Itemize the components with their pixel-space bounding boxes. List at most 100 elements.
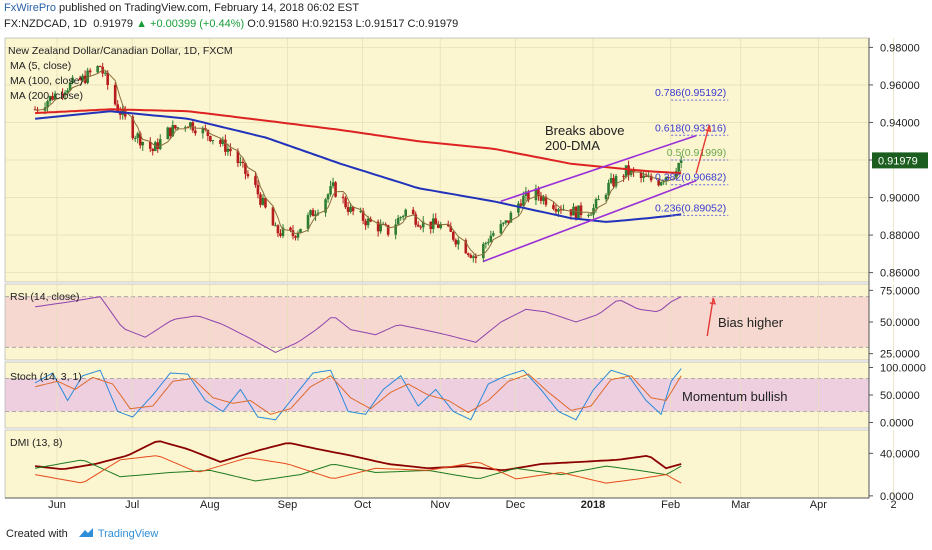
fib-label: 0.5(0.91999) <box>667 147 727 159</box>
candle-body <box>136 133 140 138</box>
candle-body <box>544 196 548 205</box>
candle-body <box>78 77 82 80</box>
candle-body <box>334 182 337 197</box>
stoch-y-tick-label: 100.0000 <box>880 363 926 375</box>
price-arrow-shaft <box>695 125 710 174</box>
candle-body <box>326 194 330 200</box>
candle-body <box>572 206 575 216</box>
x-tick-label: Feb <box>661 499 680 511</box>
dmi-minus-line <box>35 455 682 484</box>
fib-label: 0.618(0.93316) <box>655 122 726 134</box>
ma200-line <box>35 108 682 175</box>
rsi-arrow-shaft <box>706 297 714 337</box>
tradingview-link[interactable]: TradingView <box>97 528 159 540</box>
candle-body <box>261 197 265 205</box>
candle-body <box>349 206 352 212</box>
candle-body <box>647 175 650 177</box>
candle-body <box>384 224 387 226</box>
candle-body <box>597 199 600 201</box>
candle-body <box>632 170 635 173</box>
candle-body <box>469 255 473 258</box>
created-with-label: Created with <box>6 528 68 540</box>
tradingview-cloud-icon <box>78 528 93 537</box>
rsi-band <box>5 296 869 348</box>
last-price-tag <box>872 152 928 169</box>
stoch-d-line <box>34 373 682 415</box>
candle-body <box>451 231 455 240</box>
candle-body <box>281 227 285 236</box>
candle-body <box>431 218 435 229</box>
candle-body <box>68 82 72 91</box>
candle-body <box>482 244 485 259</box>
candle-body <box>396 218 400 225</box>
candle-body <box>434 218 438 225</box>
candle-body <box>209 135 212 142</box>
candle-body <box>184 127 187 129</box>
candle-body <box>309 210 312 216</box>
stoch-k-line <box>34 368 682 421</box>
candle-body <box>399 217 402 219</box>
candle-body <box>46 101 49 108</box>
y-tick-label: 0.88000 <box>880 230 920 242</box>
candle-body <box>264 197 267 208</box>
candle-body <box>507 220 510 223</box>
candle-body <box>271 207 275 226</box>
symbol-label[interactable]: FX:NZDCAD, 1D <box>4 18 88 30</box>
candle-body <box>276 225 280 234</box>
fib-label: 0.786(0.95192) <box>655 87 726 99</box>
x-tick-label: Jun <box>48 499 66 511</box>
candle-body <box>189 122 192 128</box>
candle-body <box>173 125 177 129</box>
candle-body <box>289 227 292 231</box>
rsi-y-tick-label: 50.0000 <box>880 317 920 329</box>
candle-body <box>311 210 315 217</box>
candle-body <box>554 209 558 212</box>
candle-body <box>559 209 563 211</box>
publisher-brand[interactable]: FxWirePro <box>4 2 56 14</box>
candle-body <box>296 232 300 238</box>
footer: Created with TradingView <box>6 527 158 540</box>
legend-item: MA (200, close) <box>10 90 83 102</box>
rsi-arrow-head <box>709 297 716 305</box>
candle-body <box>246 173 250 177</box>
candle-body <box>171 125 175 137</box>
fib-label: 0.236(0.89052) <box>655 202 726 214</box>
candle-body <box>341 196 345 199</box>
candle-body <box>81 75 84 80</box>
legend-item: MA (100, close) <box>10 75 83 87</box>
candle-body <box>351 206 355 212</box>
candle-body <box>331 182 335 187</box>
candle-body <box>168 127 172 137</box>
candle-body <box>502 222 505 224</box>
candle-body <box>254 176 257 185</box>
candle-body <box>306 215 310 229</box>
x-tick-label: 2018 <box>581 499 605 511</box>
candle-body <box>484 243 488 245</box>
x-tick-label: Aug <box>200 499 220 511</box>
candle-body <box>411 209 415 215</box>
channel-upper-line <box>500 134 697 203</box>
candle-body <box>487 242 490 244</box>
candle-body <box>329 186 332 195</box>
candle-body <box>359 211 362 213</box>
candle-body <box>474 256 478 259</box>
candle-body <box>226 148 230 152</box>
y-tick-label: 0.90000 <box>880 193 920 205</box>
fib-label: 0.382(0.90682) <box>655 172 726 184</box>
price-arrow-head <box>705 125 712 133</box>
candle-body <box>131 116 135 139</box>
candle-body <box>456 240 460 245</box>
candle-body <box>401 216 405 218</box>
candle-body <box>649 175 653 181</box>
candle-body <box>48 95 52 102</box>
candle-body <box>361 211 365 221</box>
candle-body <box>439 223 443 228</box>
candle-body <box>294 236 297 238</box>
candle-body <box>314 214 317 217</box>
candle-body <box>421 221 425 228</box>
candle-body <box>376 221 380 232</box>
candle-body <box>259 194 262 205</box>
candle-body <box>156 142 160 149</box>
candle-body <box>103 72 107 74</box>
